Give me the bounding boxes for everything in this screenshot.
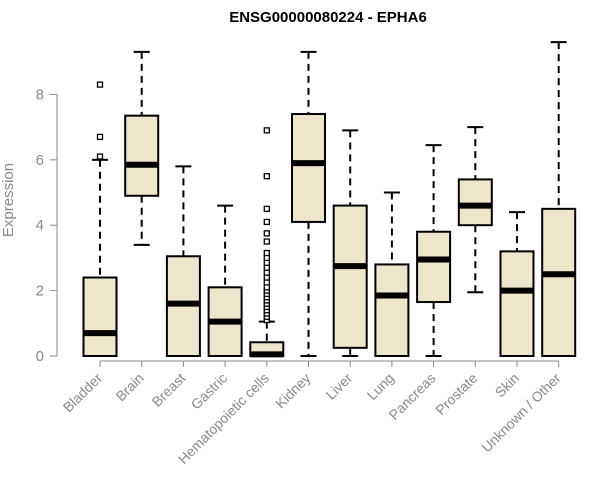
outlier-point xyxy=(263,230,270,237)
outlier-point xyxy=(263,279,270,286)
x-tick-label: Skin xyxy=(492,370,523,401)
outlier-point xyxy=(263,274,270,281)
outlier-point xyxy=(263,238,270,245)
box-prostate xyxy=(457,126,493,294)
x-tick-label: Prostate xyxy=(432,370,480,418)
box-iqr xyxy=(82,276,118,357)
box-breast xyxy=(165,165,201,358)
box-hematopoietic-cells xyxy=(249,127,285,358)
box-liver xyxy=(332,129,368,357)
box-iqr xyxy=(499,250,535,357)
box-iqr xyxy=(332,204,368,349)
box-pancreas xyxy=(416,144,452,357)
box-gastric xyxy=(207,204,243,357)
outlier-point xyxy=(263,127,270,134)
x-tick-label: Brain xyxy=(112,370,146,404)
box-iqr xyxy=(374,263,410,357)
x-tick-label: Unknown / Other xyxy=(478,370,564,456)
box-iqr xyxy=(416,230,452,304)
x-tick-label: Liver xyxy=(323,370,356,403)
box-iqr xyxy=(541,207,577,357)
y-axis-label: Expression xyxy=(0,163,17,237)
outlier-point xyxy=(263,284,270,291)
outlier-point xyxy=(96,133,104,141)
box-lung xyxy=(374,191,410,357)
x-tick-label: Breast xyxy=(149,370,189,410)
box-unknown-other xyxy=(541,41,577,357)
box-iqr xyxy=(124,114,160,197)
outlier-point xyxy=(263,205,270,213)
y-tick-label: 6 xyxy=(36,152,44,169)
boxes xyxy=(82,41,577,358)
y-tick-label: 8 xyxy=(36,86,44,103)
box-skin xyxy=(499,211,535,357)
outlier-point xyxy=(263,264,270,271)
box-kidney xyxy=(291,50,326,357)
x-tick-label: Lung xyxy=(364,370,397,403)
outlier-point xyxy=(263,259,270,266)
y-axis: 0 2 4 6 8 xyxy=(36,86,58,365)
outlier-point xyxy=(96,153,104,160)
box-bladder xyxy=(82,81,118,357)
outlier-point xyxy=(96,81,104,88)
outlier-point xyxy=(263,218,270,226)
x-tick-label: Bladder xyxy=(60,370,106,416)
box-iqr xyxy=(291,113,326,223)
chart-title: ENSG00000080224 - EPHA6 xyxy=(229,9,427,26)
x-tick-label: Kidney xyxy=(272,370,314,412)
outlier-point xyxy=(263,172,270,180)
box-brain xyxy=(124,50,160,246)
outlier-point xyxy=(263,249,270,257)
y-tick-label: 0 xyxy=(36,348,44,365)
box-iqr xyxy=(457,178,493,227)
y-tick-label: 2 xyxy=(36,283,44,300)
outlier-point xyxy=(263,254,270,262)
y-tick-label: 4 xyxy=(36,217,44,234)
outlier-point xyxy=(263,269,270,276)
